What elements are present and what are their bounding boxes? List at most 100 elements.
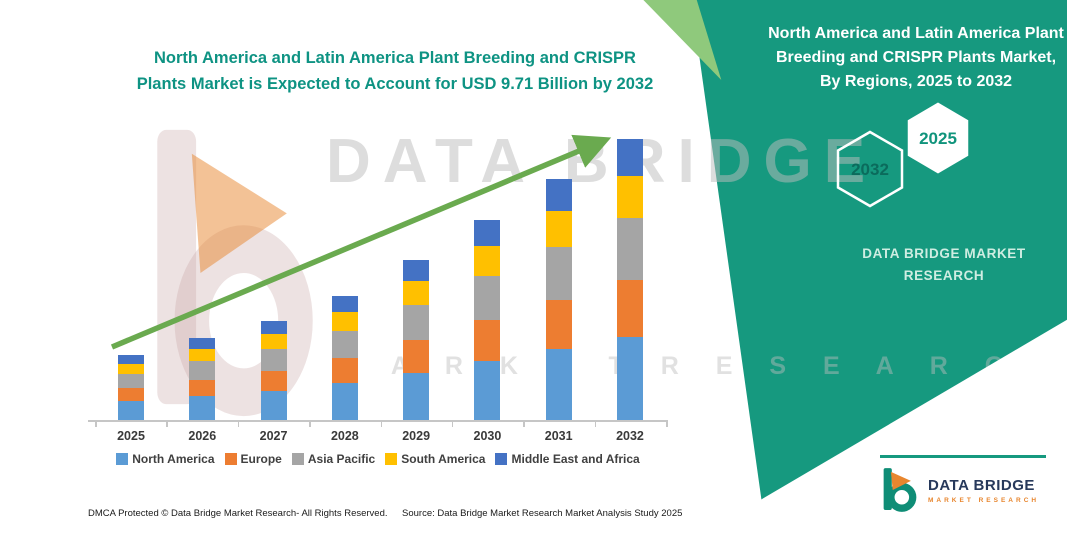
watermark-text-line2: M A R K E T R E S E A R C H: [334, 352, 1067, 380]
company-logo-name: DATA BRIDGE: [928, 476, 1035, 494]
hexagon-2032: [836, 130, 904, 208]
legend-label: Middle East and Africa: [511, 452, 640, 466]
bar-segment-2025: [118, 355, 144, 364]
axis-tick: [523, 422, 525, 427]
legend-swatch: [495, 453, 508, 465]
legend-item-middle-east-and-africa: Middle East and Africa: [495, 452, 640, 466]
x-label-2026: 2026: [188, 429, 217, 443]
legend-swatch: [224, 453, 237, 465]
bar-2027: [260, 320, 287, 421]
bar-segment-2026: [189, 348, 216, 362]
x-label-2029: 2029: [402, 429, 431, 443]
dmca-notice: DMCA Protected © Data Bridge Market Rese…: [88, 508, 388, 519]
bar-segment-2031: [545, 348, 572, 421]
bar-segment-2029: [403, 305, 430, 341]
bar-segment-2025: [118, 373, 144, 389]
logo-divider-line: [880, 455, 1046, 458]
company-logo-text: DATA BRIDGE MARKET RESEARCH: [928, 477, 1039, 504]
bar-segment-2026: [189, 338, 216, 349]
legend-swatch: [291, 453, 304, 465]
side-panel-brand-text: DATA BRIDGE MARKET RESEARCH: [862, 246, 1026, 284]
bar-segment-2026: [189, 379, 216, 397]
hexagon-2025-label: 2025: [919, 129, 957, 148]
company-logo-tagline: MARKET RESEARCH: [928, 496, 1040, 504]
bar-2029: [403, 260, 430, 421]
hexagon-2025: [907, 102, 969, 174]
bar-segment-2026: [189, 396, 216, 421]
bar-segment-2031: [545, 247, 572, 301]
bar-segment-2027: [260, 348, 287, 371]
bar-segment-2032: [616, 139, 643, 176]
axis-tick: [380, 422, 382, 427]
bar-segment-2031: [545, 179, 572, 211]
bar-2031: [545, 179, 572, 421]
legend-item-europe: Europe: [224, 452, 282, 466]
legend-item-asia-pacific: Asia Pacific: [291, 452, 376, 466]
bar-segment-2028: [331, 358, 358, 384]
legend-label: South America: [401, 452, 486, 466]
bar-segment-2030: [474, 245, 501, 277]
bar-2025: [118, 355, 144, 421]
legend-label: Europe: [240, 452, 282, 466]
bar-segment-2032: [616, 218, 643, 281]
bar-2032: [616, 139, 643, 421]
legend-swatch: [385, 453, 398, 465]
bar-segment-2025: [118, 363, 144, 374]
bar-segment-2029: [403, 340, 430, 373]
bar-2026: [189, 338, 216, 421]
x-label-2028: 2028: [330, 429, 359, 443]
bar-segment-2028: [331, 330, 358, 359]
x-label-2030: 2030: [473, 429, 502, 443]
bar-segment-2028: [331, 383, 358, 421]
bar-segment-2025: [118, 388, 144, 402]
bar-segment-2027: [260, 333, 287, 349]
main-chart-title: North America and Latin America Plant Br…: [136, 49, 654, 93]
axis-tick: [95, 422, 97, 427]
company-logo-icon: [883, 468, 917, 512]
x-label-2031: 2031: [544, 429, 573, 443]
bar-segment-2029: [403, 372, 430, 421]
bar-segment-2030: [474, 360, 501, 421]
bar-segment-2029: [403, 280, 430, 306]
x-axis-line: [88, 420, 668, 422]
company-logo: DATA BRIDGE MARKET RESEARCH: [880, 466, 1039, 514]
axis-tick: [666, 422, 668, 427]
x-label-2027: 2027: [259, 429, 288, 443]
axis-tick: [237, 422, 240, 427]
bars: [118, 131, 643, 421]
hexagon-2032-label: 2032: [851, 160, 889, 179]
bar-segment-2031: [545, 210, 572, 248]
legend-label: Asia Pacific: [307, 452, 376, 466]
legend-label: North America: [132, 452, 215, 466]
bar-segment-2029: [403, 260, 430, 281]
axis-tick: [166, 422, 168, 427]
x-label-2025: 2025: [117, 429, 145, 443]
bar-segment-2027: [260, 390, 287, 421]
hexagon-badges: 2032 2025: [836, 102, 969, 208]
bar-segment-2032: [616, 280, 643, 337]
bar-segment-2030: [474, 219, 501, 246]
bar-2030: [474, 219, 501, 421]
axis-tick: [594, 422, 597, 427]
source-note: Source: Data Bridge Market Research Mark…: [402, 508, 683, 519]
axis-tick: [451, 422, 454, 427]
x-labels: 2025 2026 2027 2028 2029 2030 2031 2032: [111, 429, 650, 443]
bar-segment-2032: [616, 175, 643, 219]
legend-item-south-america: South America: [385, 452, 485, 466]
bar-2028: [331, 295, 358, 421]
x-axis-ticks: [95, 422, 668, 428]
side-panel-title: North America and Latin America Plant Br…: [768, 25, 1064, 90]
axis-tick: [309, 422, 311, 427]
bar-segment-2030: [474, 320, 501, 361]
bar-segment-2028: [331, 311, 358, 331]
bar-segment-2030: [474, 276, 501, 321]
bar-segment-2025: [118, 401, 144, 421]
bar-segment-2031: [545, 300, 572, 349]
bar-segment-2028: [331, 295, 358, 312]
legend-item-north-america: North America: [116, 452, 215, 466]
bar-segment-2026: [189, 361, 216, 380]
legend: North America Europe Asia Pacific South Ame…: [84, 452, 672, 466]
x-label-2032: 2032: [616, 429, 644, 443]
bar-segment-2032: [616, 336, 643, 421]
